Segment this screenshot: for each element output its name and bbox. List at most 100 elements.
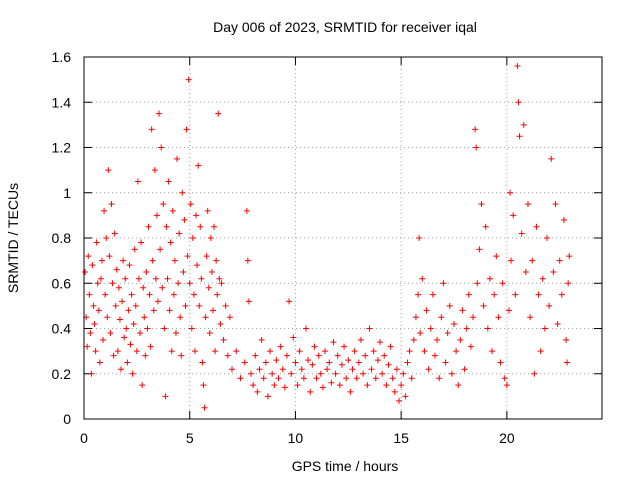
data-point (416, 235, 423, 241)
data-point (184, 253, 191, 260)
data-point (107, 330, 114, 337)
data-point (150, 307, 157, 314)
data-point (423, 307, 430, 314)
data-point (322, 348, 329, 355)
data-point (332, 370, 339, 377)
data-point (124, 359, 131, 366)
data-point (118, 366, 124, 373)
data-point (256, 366, 263, 373)
y-tick-label: 0 (63, 411, 71, 427)
data-point (180, 268, 187, 275)
data-point (140, 284, 147, 291)
data-point (497, 359, 504, 366)
data-point (144, 325, 151, 332)
data-point (122, 275, 129, 282)
data-point (377, 339, 383, 346)
data-point (119, 298, 126, 305)
data-point (470, 314, 477, 321)
data-point (345, 357, 352, 364)
data-point (408, 375, 415, 382)
data-point (198, 275, 205, 282)
data-point (317, 370, 324, 377)
data-point (165, 178, 172, 185)
y-tick-label: 0.8 (52, 230, 72, 246)
data-point (125, 307, 132, 314)
data-point (113, 266, 120, 273)
data-point (222, 302, 229, 309)
data-point (550, 268, 557, 275)
data-point (404, 359, 411, 366)
axis-ticks: 0 0.2 0.4 0.6 0.8 1 1.2 1.4 1.6 0 5 10 15 20 (52, 49, 602, 446)
data-point (459, 307, 466, 314)
data-point (429, 291, 436, 298)
data-point (250, 382, 257, 389)
data-point (169, 207, 176, 214)
data-point (212, 348, 219, 355)
data-point (163, 223, 170, 230)
data-point (476, 246, 483, 253)
x-tick-label: 15 (393, 430, 409, 446)
data-point (176, 230, 183, 237)
data-point (564, 359, 571, 366)
y-tick-label: 1.6 (52, 49, 72, 65)
data-point (406, 348, 413, 355)
data-point (448, 370, 455, 377)
data-point (425, 366, 432, 373)
data-point (201, 404, 208, 411)
data-point (132, 302, 139, 309)
data-point (209, 307, 216, 314)
data-point (244, 257, 251, 264)
data-point (178, 352, 185, 359)
x-tick-label: 20 (499, 430, 515, 446)
x-tick-label: 0 (80, 430, 88, 446)
data-point (175, 280, 182, 287)
data-point (349, 366, 356, 373)
data-point (298, 366, 305, 373)
data-point (133, 348, 140, 355)
data-point (147, 343, 154, 350)
data-point (141, 314, 148, 321)
data-point (189, 235, 196, 241)
data-point (162, 393, 169, 400)
data-point (277, 343, 284, 350)
data-point (548, 155, 555, 162)
x-tick-label: 5 (186, 430, 194, 446)
data-point (541, 325, 548, 332)
data-point (145, 223, 152, 230)
data-point (387, 343, 394, 350)
data-point (311, 343, 318, 350)
data-point (200, 382, 207, 389)
data-point (114, 348, 121, 355)
data-point (115, 284, 122, 291)
data-point (273, 357, 280, 364)
data-point (202, 314, 209, 321)
data-point (341, 343, 348, 350)
data-point (527, 314, 534, 321)
data-point (501, 375, 508, 382)
data-point (370, 348, 377, 355)
data-point (197, 223, 204, 230)
data-point (110, 352, 117, 359)
data-point (472, 126, 479, 133)
data-point (109, 280, 116, 287)
data-point (364, 382, 371, 389)
data-point (226, 314, 233, 321)
data-point (182, 302, 189, 309)
data-point (389, 375, 396, 382)
data-point (315, 352, 322, 359)
data-point (290, 334, 297, 341)
data-point (174, 155, 181, 162)
data-point (288, 370, 295, 377)
data-point (324, 366, 331, 373)
data-point (152, 275, 159, 282)
data-point (218, 280, 225, 287)
data-point (148, 126, 155, 133)
data-point (491, 291, 498, 298)
data-point (177, 314, 184, 321)
data-point (233, 348, 240, 355)
data-point (142, 352, 149, 359)
data-point (153, 212, 160, 219)
data-point (267, 348, 274, 355)
data-point (442, 359, 449, 366)
data-point (307, 388, 314, 395)
